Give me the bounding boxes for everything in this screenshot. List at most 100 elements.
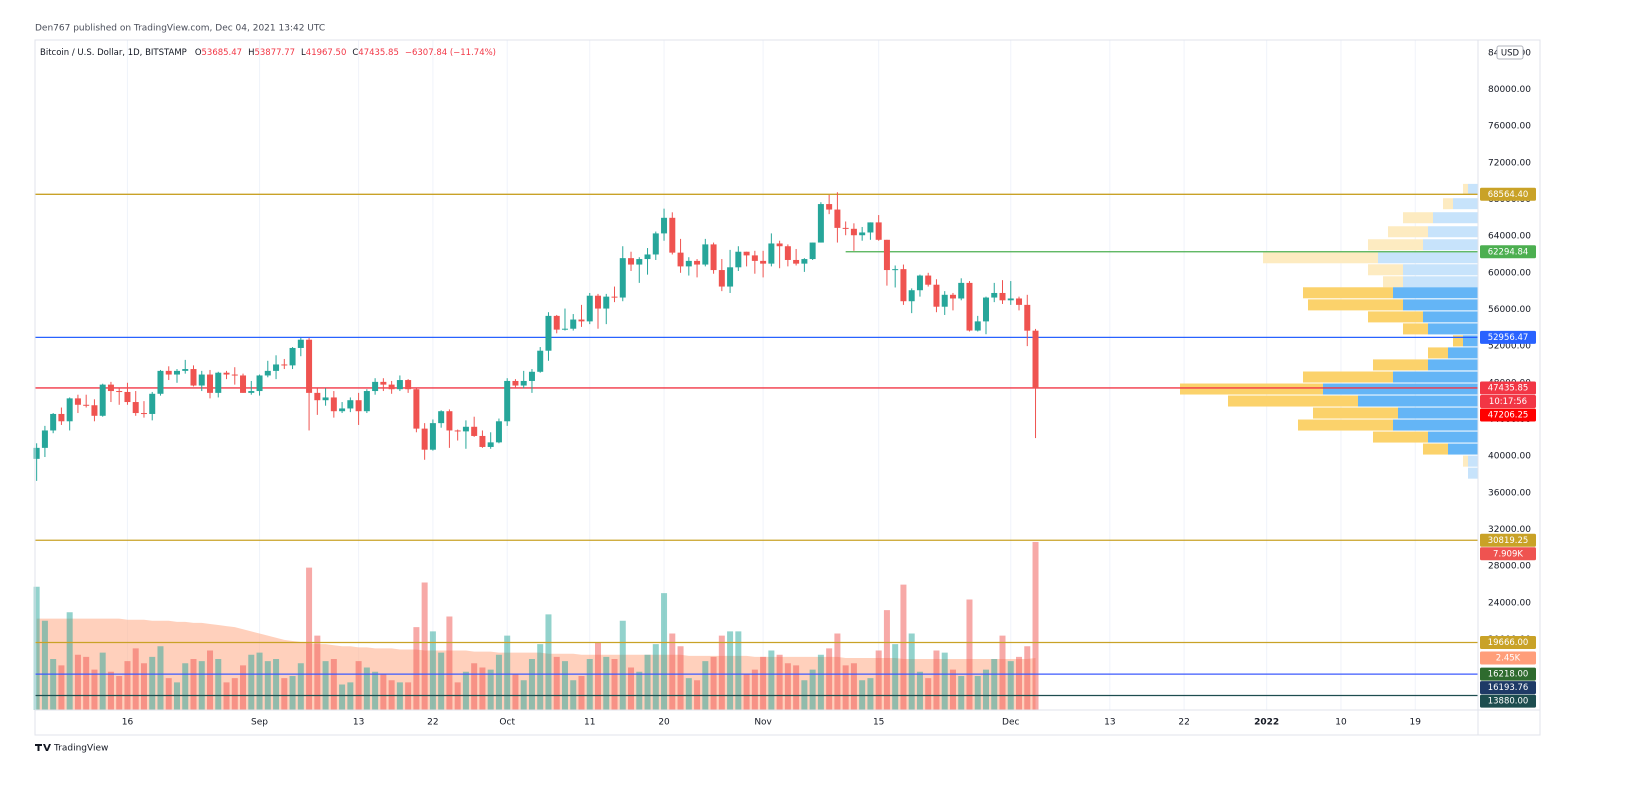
volume-bar bbox=[661, 593, 668, 710]
candle-body bbox=[124, 391, 131, 403]
volume-bar bbox=[809, 669, 816, 710]
y-tick-label: 32000.00 bbox=[1488, 525, 1531, 535]
volume-bar bbox=[561, 661, 568, 710]
candle-body bbox=[140, 413, 147, 415]
volume-bar bbox=[454, 682, 461, 710]
candle-body bbox=[413, 389, 420, 429]
profile-down bbox=[1373, 359, 1428, 371]
candle-body bbox=[694, 260, 701, 265]
candle-body bbox=[74, 398, 81, 405]
candle-body bbox=[578, 319, 585, 322]
candles bbox=[33, 192, 1039, 481]
candle-body bbox=[545, 315, 552, 351]
volume-bar bbox=[83, 656, 90, 710]
candle-body bbox=[883, 239, 890, 271]
frame bbox=[34, 39, 1541, 736]
profile-down bbox=[1303, 287, 1393, 299]
candle-body bbox=[801, 259, 808, 264]
profile-down bbox=[1308, 299, 1403, 311]
currency[interactable]: USD bbox=[1501, 49, 1520, 59]
profile-up bbox=[1433, 212, 1478, 224]
volume-bar bbox=[99, 652, 106, 710]
legend-item: 53685.47 bbox=[202, 48, 243, 58]
volume-bar bbox=[248, 654, 255, 710]
volume-bar bbox=[784, 663, 791, 710]
volume-bar bbox=[685, 678, 692, 710]
volume-bar bbox=[124, 661, 131, 710]
candle-body bbox=[743, 251, 750, 256]
candle-body bbox=[512, 380, 519, 386]
candle-body bbox=[33, 447, 40, 459]
volume-bar bbox=[240, 665, 247, 710]
volume-bar bbox=[215, 659, 222, 710]
candle-body bbox=[867, 222, 874, 233]
candle-body bbox=[421, 428, 428, 450]
volume-bar bbox=[41, 620, 48, 710]
volume-ma-label: 2.45K bbox=[1496, 653, 1521, 663]
volume-bar bbox=[471, 663, 478, 710]
profile-up bbox=[1428, 226, 1478, 238]
legend-item: 53877.77 bbox=[254, 48, 295, 58]
candle-body bbox=[58, 413, 65, 422]
volume-bar bbox=[768, 650, 775, 710]
candle-body bbox=[702, 244, 709, 265]
volume-bar bbox=[372, 671, 379, 710]
candle-body bbox=[157, 370, 164, 394]
volume-bar bbox=[363, 667, 370, 710]
candle-body bbox=[438, 411, 445, 424]
level-label: 68564.40 bbox=[1488, 190, 1529, 200]
candle-body bbox=[405, 380, 412, 390]
volume-bar bbox=[512, 673, 519, 710]
volume-bar bbox=[132, 648, 139, 710]
level-label-box bbox=[1480, 408, 1536, 422]
volume-bar bbox=[1032, 541, 1039, 710]
candle-body bbox=[487, 442, 494, 447]
volume-bar bbox=[669, 633, 676, 710]
currency-box[interactable] bbox=[1496, 45, 1524, 60]
symbol-legend: Bitcoin / U.S. Dollar, 1D, BITSTAMP O5368… bbox=[40, 48, 496, 58]
candle-body bbox=[586, 295, 593, 322]
volume-bar bbox=[223, 682, 230, 710]
profile-up bbox=[1448, 443, 1478, 455]
volume-bar bbox=[396, 682, 403, 710]
candle-body bbox=[479, 435, 486, 447]
volume-bar bbox=[462, 671, 469, 710]
level-label-box bbox=[1480, 187, 1536, 201]
volume-bar bbox=[743, 673, 750, 710]
candle-body bbox=[132, 402, 139, 414]
logo: TradingView bbox=[35, 744, 108, 754]
volume-bar bbox=[495, 654, 502, 710]
x-tick-label: Nov bbox=[754, 718, 772, 728]
candle-body bbox=[561, 328, 568, 330]
candle-body bbox=[677, 252, 684, 267]
volume-bar bbox=[982, 669, 989, 710]
x-tick-label: 13 bbox=[353, 718, 364, 728]
volume-bar bbox=[776, 654, 783, 710]
logo-text: TradingView bbox=[53, 744, 108, 754]
candle-body bbox=[248, 391, 255, 393]
volume-bar bbox=[380, 673, 387, 710]
level-label: 47435.85 bbox=[1488, 383, 1529, 393]
volume-bar bbox=[140, 663, 147, 710]
profile-down bbox=[1313, 407, 1398, 419]
candle-body bbox=[190, 369, 197, 386]
volume-bar bbox=[545, 614, 552, 710]
level-label-box bbox=[1480, 330, 1536, 344]
candle-body bbox=[495, 421, 502, 443]
volume-bar bbox=[603, 656, 610, 710]
candle-body bbox=[628, 258, 635, 265]
candle-body bbox=[834, 209, 841, 228]
volume-bar bbox=[991, 659, 998, 710]
candle-body bbox=[735, 251, 742, 268]
volume-bar bbox=[74, 654, 81, 710]
volume-bar bbox=[1024, 646, 1031, 710]
candle-body bbox=[215, 372, 222, 393]
profile-down bbox=[1463, 183, 1468, 195]
volume-bar bbox=[817, 654, 824, 710]
candle-body bbox=[999, 292, 1006, 301]
level-label: 52956.47 bbox=[1488, 333, 1529, 343]
candle-body bbox=[83, 404, 90, 406]
volume-bar bbox=[207, 650, 214, 710]
volume-bar bbox=[867, 678, 874, 710]
level-label-box bbox=[1480, 694, 1536, 708]
